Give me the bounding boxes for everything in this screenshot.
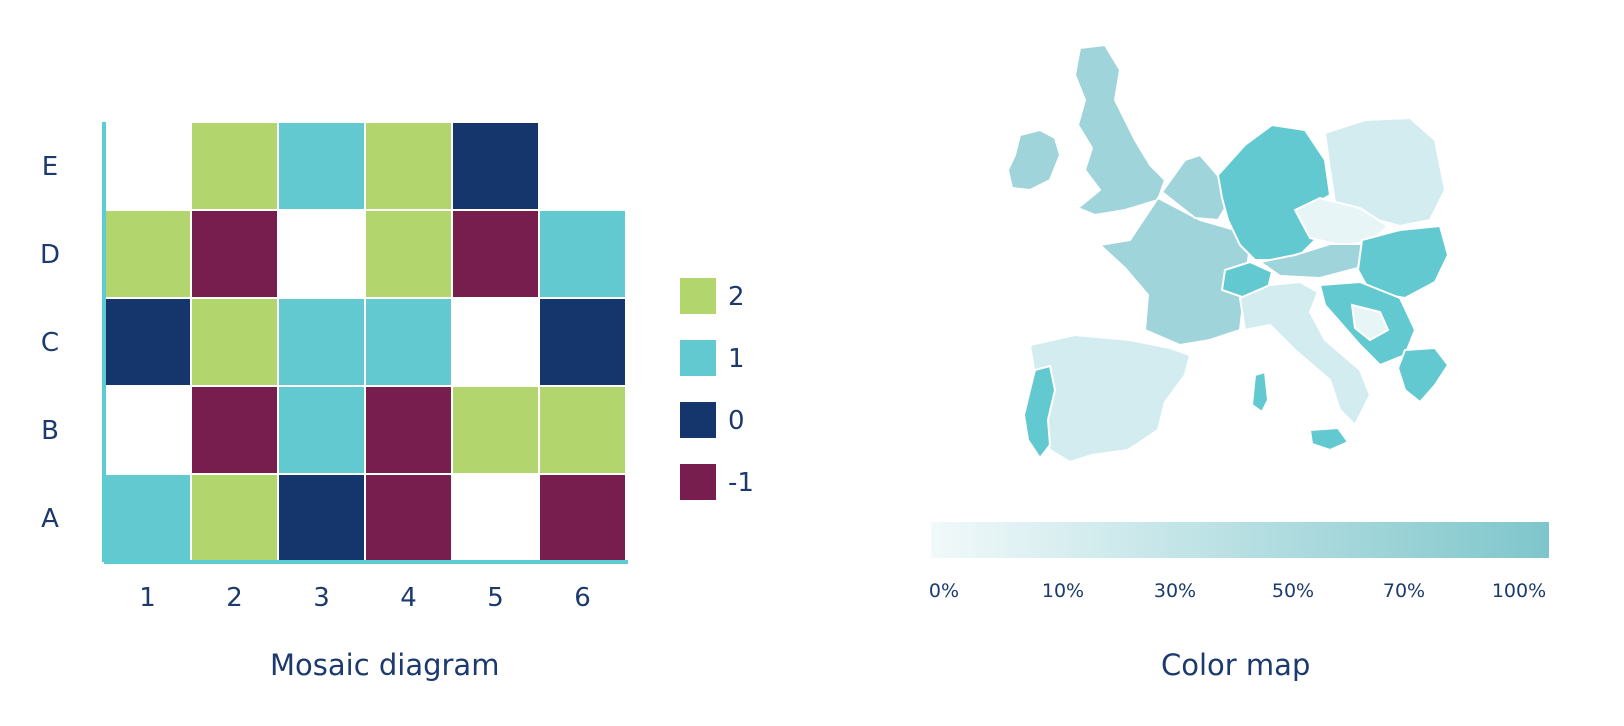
mosaic-cell-D5	[451, 209, 540, 299]
color-scale-bar	[931, 522, 1549, 558]
mosaic-cell-B3	[277, 385, 366, 475]
scale-tick-10: 10%	[1041, 580, 1085, 602]
mosaic-col-label-3: 3	[313, 583, 330, 613]
europe-color-map	[1006, 43, 1450, 464]
mosaic-row-label-D: D	[40, 240, 60, 270]
mosaic-cell-E3	[277, 121, 366, 211]
mosaic-diagram: A B C D E 1 2 3 4 5 6 2 1 0 -1	[40, 121, 754, 613]
map-region-portugal	[1022, 364, 1057, 460]
mosaic-row-label-C: C	[41, 328, 59, 358]
scale-tick-50: 50%	[1271, 580, 1315, 602]
mosaic-cell-A1	[103, 473, 192, 563]
mosaic-cell-C4	[364, 297, 453, 387]
legend-swatch-0	[680, 402, 716, 438]
legend-label-1: 1	[728, 344, 745, 374]
mosaic-cell-B2	[190, 385, 279, 475]
mosaic-col-label-5: 5	[487, 583, 504, 613]
mosaic-cell-C1	[103, 297, 192, 387]
scale-tick-70: 70%	[1382, 580, 1426, 602]
mosaic-cell-E5	[451, 121, 540, 211]
mosaic-cell-C2	[190, 297, 279, 387]
mosaic-cell-A6	[538, 473, 627, 563]
scale-tick-100: 100%	[1491, 580, 1547, 602]
mosaic-col-label-6: 6	[574, 583, 591, 613]
mosaic-row-label-E: E	[42, 152, 58, 182]
mosaic-caption: Mosaic diagram	[270, 648, 500, 682]
mosaic-cell-D2	[190, 209, 279, 299]
mosaic-cell-B6	[538, 385, 627, 475]
map-region-sardinia	[1250, 370, 1270, 414]
scale-tick-0: 0%	[928, 580, 960, 602]
mosaic-cell-D1	[103, 209, 192, 299]
scale-tick-30: 30%	[1153, 580, 1197, 602]
legend-swatch-2	[680, 278, 716, 314]
mosaic-cell-A2	[190, 473, 279, 563]
mosaic-row-label-A: A	[41, 504, 59, 534]
colormap-caption: Color map	[1161, 648, 1311, 682]
mosaic-cell-E4	[364, 121, 453, 211]
mosaic-row-label-B: B	[41, 416, 59, 446]
mosaic-cell-C3	[277, 297, 366, 387]
mosaic-cell-D4	[364, 209, 453, 299]
map-region-uk	[1073, 43, 1167, 217]
mosaic-cell-B5	[451, 385, 540, 475]
map-region-bosnia	[1350, 303, 1390, 342]
mosaic-cell-B4	[364, 385, 453, 475]
map-region-italy	[1238, 280, 1372, 427]
mosaic-cell-A4	[364, 473, 453, 563]
mosaic-cell-E2	[190, 121, 279, 211]
mosaic-cell-C6	[538, 297, 627, 387]
legend-label--1: -1	[728, 468, 754, 498]
legend-label-2: 2	[728, 282, 745, 312]
mosaic-cell-D6	[538, 209, 627, 299]
map-region-czechia	[1293, 196, 1390, 247]
map-region-sicily	[1308, 426, 1350, 452]
map-region-ireland	[1006, 128, 1062, 192]
legend-swatch--1	[680, 464, 716, 500]
mosaic-col-label-4: 4	[400, 583, 417, 613]
mosaic-col-label-1: 1	[139, 583, 156, 613]
map-region-hungary	[1356, 224, 1450, 300]
mosaic-cell-A3	[277, 473, 366, 563]
legend-swatch-1	[680, 340, 716, 376]
mosaic-col-label-2: 2	[226, 583, 243, 613]
map-region-greece	[1396, 346, 1450, 404]
map-region-poland	[1323, 116, 1447, 228]
legend-label-0: 0	[728, 406, 745, 436]
